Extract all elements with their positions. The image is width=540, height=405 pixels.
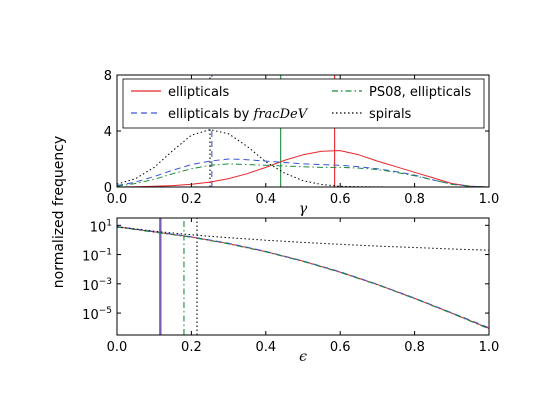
top-x-tick-label: 0.6 xyxy=(330,192,351,207)
legend-box xyxy=(122,78,485,129)
bottom-series-ps08 xyxy=(116,226,490,330)
top-x-ticks: 0.0 0.2 0.4 0.6 0.8 1.0 xyxy=(107,75,500,207)
top-x-tick-label: 0.4 xyxy=(255,192,276,207)
top-y-ticks: 0 4 8 xyxy=(104,69,489,196)
legend-label-ps08: PS08, ellipticals xyxy=(369,85,471,100)
top-x-tick-label: 0.0 xyxy=(107,192,128,207)
legend-label-math: fracDeV xyxy=(253,107,309,122)
top-y-tick-label: 8 xyxy=(104,69,112,84)
legend-label-prefix: ellipticals by xyxy=(168,107,254,122)
bottom-y-tick-label: 10−5 xyxy=(82,306,112,323)
bottom-y-tick-label: 101 xyxy=(90,218,112,235)
bottom-x-axis-label: ϵ xyxy=(299,349,307,365)
bottom-x-tick-label: 0.4 xyxy=(255,340,276,355)
legend: ellipticals ellipticals by fracDeV PS08,… xyxy=(122,78,485,129)
bottom-x-tick-label: 0.6 xyxy=(330,340,351,355)
legend-label-spirals: spirals xyxy=(369,107,412,122)
top-y-tick-label: 4 xyxy=(104,125,112,140)
top-x-axis-label: γ xyxy=(299,201,308,217)
legend-label-ellipticals-fracdev: ellipticals by fracDeV xyxy=(168,107,309,122)
bottom-panel: 0.0 0.2 0.4 0.6 0.8 1.0 101 10−1 10−3 10−5 ϵ xyxy=(82,217,500,365)
bottom-x-tick-label: 0.2 xyxy=(181,340,202,355)
top-y-tick-label: 0 xyxy=(104,181,112,196)
bottom-y-tick-label: 10−1 xyxy=(82,248,112,265)
bottom-axes-frame xyxy=(116,217,490,336)
top-x-tick-label: 1.0 xyxy=(479,192,500,207)
bottom-x-ticks: 0.0 0.2 0.4 0.6 0.8 1.0 xyxy=(107,218,500,355)
bottom-y-ticks: 101 10−1 10−3 10−5 xyxy=(82,218,489,323)
top-panel: 0.0 0.2 0.4 0.6 0.8 1.0 0 4 8 ellipticals ellip… xyxy=(104,69,500,217)
legend-label-ellipticals: ellipticals xyxy=(168,85,230,100)
bottom-series-ellipticals_fracdev xyxy=(116,226,490,329)
bottom-x-tick-label: 0.8 xyxy=(404,340,425,355)
top-series-ps08 xyxy=(116,163,490,188)
bottom-x-tick-label: 0.0 xyxy=(107,340,128,355)
bottom-series xyxy=(116,226,490,330)
top-series-ellipticals xyxy=(116,150,490,188)
bottom-y-tick-label: 10−3 xyxy=(82,277,112,294)
bottom-x-tick-label: 1.0 xyxy=(479,340,500,355)
top-x-tick-label: 0.2 xyxy=(181,192,202,207)
top-x-tick-label: 0.8 xyxy=(404,192,425,207)
y-axis-label: normalized frequency xyxy=(51,136,67,288)
